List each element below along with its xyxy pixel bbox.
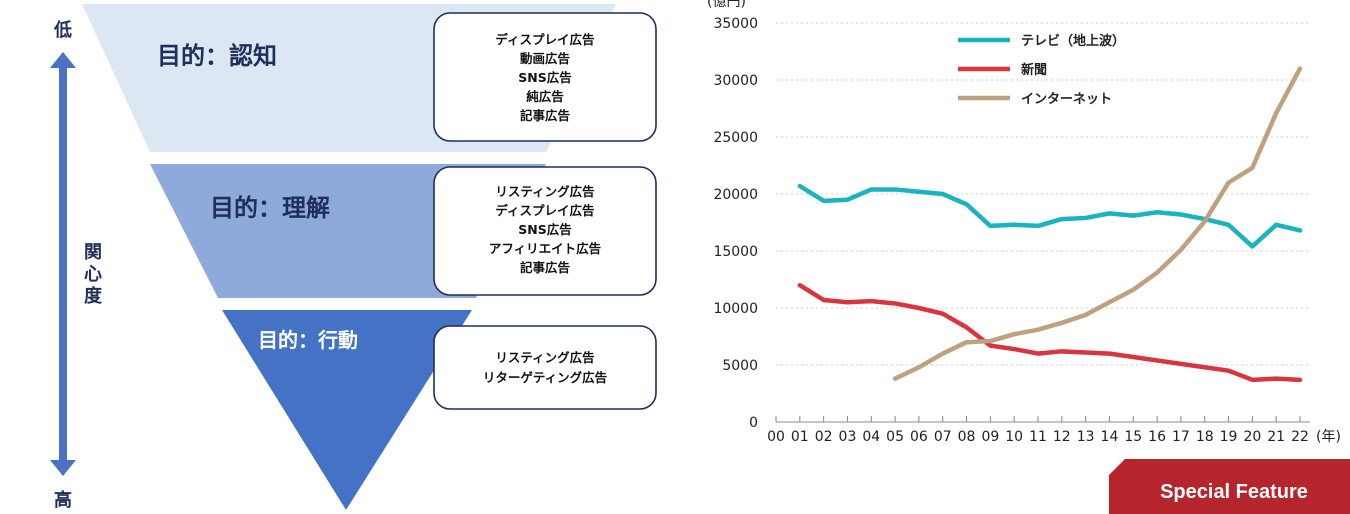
y-tick-label: 30000 (713, 73, 758, 89)
y-unit-label: (億円) (707, 0, 746, 10)
x-tick-label: 10 (1005, 429, 1023, 445)
scale-high-label: 高 (54, 489, 72, 511)
y-axis-ticks: 0 5000 10000 15000 20000 25000 30000 35000 (713, 16, 758, 431)
legend-label-2: 新聞 (1021, 62, 1047, 78)
x-tick-label: 18 (1196, 429, 1214, 445)
x-tick-label: 15 (1124, 429, 1142, 445)
x-tick-label: 08 (958, 429, 976, 445)
ad-item: リスティング広告 (495, 350, 595, 365)
ad-item: 純広告 (526, 89, 564, 104)
ad-list-awareness: ディスプレイ広告 動画広告 SNS広告 純広告 記事広告 (495, 32, 595, 123)
series-line-3 (892, 66, 1303, 381)
stage-title-understanding: 目的：理解 (210, 194, 330, 222)
x-tick-label: 21 (1267, 429, 1285, 445)
x-tick-label: 13 (1077, 429, 1095, 445)
x-tick-label: 17 (1172, 429, 1190, 445)
series-line-1 (797, 183, 1303, 249)
funnel-stage-action (222, 310, 472, 510)
x-tick-label: 12 (1053, 429, 1071, 445)
x-tick-label: 04 (862, 429, 880, 445)
ad-spend-line-chart: (億円) 05000100001500020000250003000035000… (707, 0, 1341, 445)
ad-item: アフィリエイト広告 (489, 241, 602, 256)
x-axis-ticks: 00 01 02 03 04 05 06 07 08 09 10 11 12 13 14 15 16 17 18 19… (767, 416, 1309, 445)
x-tick-label: 02 (815, 429, 833, 445)
ad-item: リターゲティング広告 (483, 370, 608, 385)
x-tick-label: 03 (839, 429, 857, 445)
ad-box-understanding (433, 166, 657, 296)
y-tick-label: 0 (749, 415, 758, 431)
ad-item: SNS広告 (518, 70, 572, 85)
x-tick-label: 07 (934, 429, 952, 445)
ad-item: 動画広告 (520, 51, 571, 66)
legend-label-1: テレビ（地上波） (1021, 33, 1125, 49)
y-tick-label: 15000 (713, 244, 758, 260)
stage-title-awareness: 目的：認知 (157, 42, 277, 70)
ad-box-action (433, 325, 657, 410)
x-tick-label: 14 (1101, 429, 1119, 445)
ad-item: 記事広告 (520, 260, 571, 275)
y-tick-label: 20000 (713, 187, 758, 203)
ad-box-awareness (433, 12, 657, 142)
legend-label-3: インターネット (1021, 92, 1112, 107)
y-tick-label: 25000 (713, 130, 758, 146)
x-tick-label: 06 (910, 429, 928, 445)
special-feature-badge: Special Feature (1109, 459, 1350, 514)
scale-low-label: 低 (53, 19, 72, 41)
ad-item: 記事広告 (520, 108, 571, 123)
double-arrow-icon (50, 52, 76, 476)
x-tick-label: 11 (1029, 429, 1047, 445)
badge-label: Special Feature (1160, 481, 1308, 503)
funnel-figure: 低 関 心 度 高 目的：認知 目的：理解 目的：行動 ディスプレイ広告 動画広… (50, 4, 657, 511)
badge-background (1109, 459, 1350, 514)
x-tick-label: 19 (1220, 429, 1238, 445)
x-tick-label: 09 (981, 429, 999, 445)
y-tick-label: 10000 (713, 301, 758, 317)
ad-list-action: リスティング広告 リターゲティング広告 (483, 350, 608, 385)
x-tick-label: 22 (1291, 429, 1309, 445)
stage-title-action: 目的：行動 (258, 328, 358, 352)
ad-list-understanding: リスティング広告 ディスプレイ広告 SNS広告 アフィリエイト広告 記事広告 (489, 184, 602, 275)
ad-item: ディスプレイ広告 (495, 203, 595, 218)
chart-series (797, 66, 1303, 383)
x-tick-label: 00 (767, 429, 785, 445)
y-tick-label: 5000 (722, 358, 758, 374)
scale-label-char-3: 度 (84, 285, 103, 307)
y-tick-label: 35000 (713, 16, 758, 32)
interest-arrow (50, 52, 76, 476)
scale-label-char-2: 心 (84, 264, 102, 285)
x-tick-label: 16 (1148, 429, 1166, 445)
x-tick-label: 01 (791, 429, 809, 445)
series-line-2 (797, 282, 1303, 383)
ad-item: ディスプレイ広告 (495, 32, 595, 47)
chart-gridlines (776, 22, 1310, 423)
ad-item: リスティング広告 (495, 184, 595, 199)
scale-label-char-1: 関 (84, 242, 102, 263)
x-unit-label: (年) (1316, 429, 1341, 445)
x-tick-label: 05 (886, 429, 904, 445)
x-tick-label: 20 (1243, 429, 1261, 445)
ad-item: SNS広告 (518, 222, 572, 237)
